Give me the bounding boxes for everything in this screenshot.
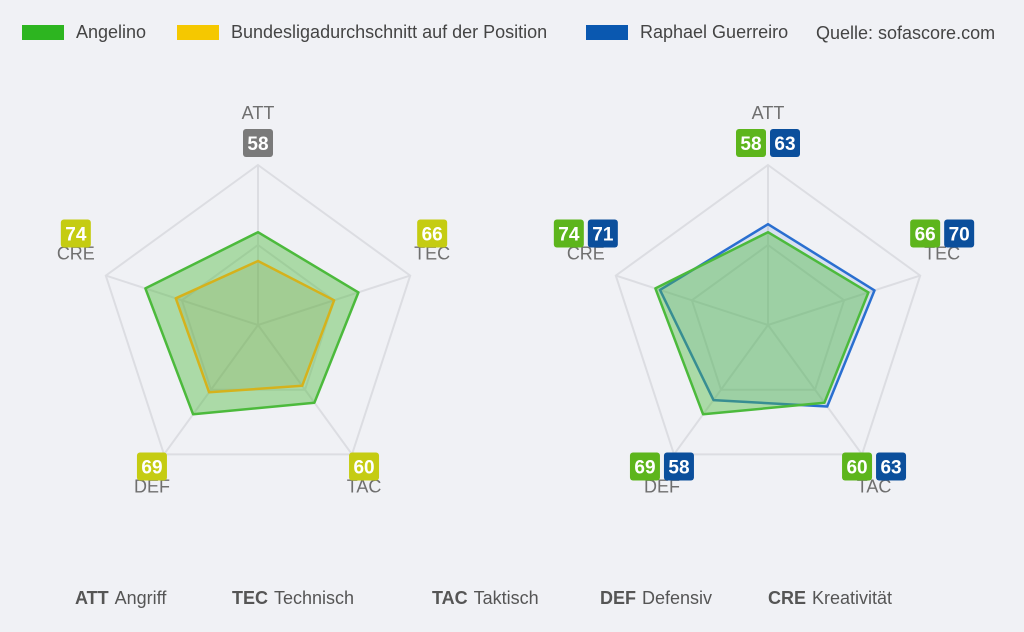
axis-label-att: ATT	[752, 103, 785, 123]
glossary-abbr: CRE	[768, 588, 807, 608]
value-badge-att: 58	[243, 129, 273, 157]
value-badge-def-angelino: 69	[629, 452, 660, 481]
grid-spoke-def	[163, 324, 259, 456]
grid-ring-2	[104, 163, 412, 456]
series-angelino	[654, 230, 870, 416]
axis-glossary: ATT Angriff TEC Technisch TAC Taktisch DEF D…	[0, 588, 1024, 616]
value-badge-text: 66	[915, 225, 936, 246]
value-badge-bg	[842, 452, 873, 481]
value-badge-bg	[663, 452, 694, 481]
value-badge-text: 74	[558, 225, 580, 246]
value-badge-bg	[629, 452, 660, 481]
grid-spoke-cre	[105, 274, 259, 326]
series-raphael-guerreiro	[658, 222, 876, 408]
value-badge-text: 69	[634, 457, 655, 478]
value-badge-bg	[417, 219, 448, 248]
value-badge-text: 66	[422, 225, 443, 246]
value-badge-def: 69	[136, 452, 167, 481]
value-badge-bg	[349, 452, 380, 481]
value-badge-tec-angelino: 66	[910, 219, 941, 248]
axis-label-def: DEF	[134, 476, 170, 496]
value-badge-cre-guerreiro: 71	[587, 219, 618, 248]
value-badge-tac: 60	[349, 452, 380, 481]
legend-label-average: Bundesligadurchschnitt auf der Position	[231, 22, 548, 42]
legend-item-guerreiro: Raphael Guerreiro	[586, 22, 788, 43]
value-badge-bg	[136, 452, 167, 481]
axis-label-tec: TEC	[414, 244, 450, 264]
grid-spoke-tac	[767, 324, 863, 456]
value-badge-text: 69	[141, 457, 162, 478]
value-badge-text: 60	[846, 457, 867, 478]
value-badge-att-angelino: 58	[736, 129, 766, 157]
glossary-label: Angriff	[114, 588, 167, 608]
axis-label-tec: TEC	[924, 244, 960, 264]
glossary-label: Defensiv	[642, 588, 713, 608]
value-badge-text: 58	[740, 134, 761, 155]
axis-label-cre: CRE	[57, 244, 95, 264]
series-bundesligadurchschnitt-auf-der-position	[174, 259, 336, 394]
value-badge-bg	[910, 219, 941, 248]
grid-spoke-tec	[767, 274, 921, 326]
glossary-abbr: ATT	[75, 588, 109, 608]
value-badge-bg	[243, 129, 273, 157]
grid-ring-1	[690, 243, 846, 391]
glossary-item-att: ATT Angriff	[75, 588, 166, 609]
legend-swatch-average	[177, 25, 219, 40]
glossary-abbr: DEF	[600, 588, 636, 608]
value-badge-bg	[876, 452, 907, 481]
value-badge-text: 63	[880, 457, 901, 478]
axis-label-tac: TAC	[347, 476, 382, 496]
value-badge-text: 70	[949, 225, 970, 246]
grid-ring-2	[614, 163, 922, 456]
grid-spoke-def	[673, 324, 769, 456]
axis-label-att: ATT	[242, 103, 275, 123]
grid-spoke-tac	[257, 324, 353, 456]
glossary-label: Kreativität	[812, 588, 893, 608]
glossary-label: Taktisch	[473, 588, 539, 608]
glossary-label: Technisch	[274, 588, 355, 608]
glossary-item-tec: TEC Technisch	[232, 588, 354, 609]
value-badge-text: 58	[247, 134, 268, 155]
value-badge-tac-guerreiro: 63	[876, 452, 907, 481]
axis-label-def: DEF	[644, 476, 680, 496]
glossary-abbr: TAC	[432, 588, 468, 608]
legend-item-angelino: Angelino	[22, 22, 146, 43]
source-label: Quelle: sofascore.com	[816, 23, 996, 43]
value-badge-bg	[770, 129, 800, 157]
grid-spoke-cre	[615, 274, 769, 326]
glossary-item-tac: TAC Taktisch	[432, 588, 539, 609]
legend-swatch-guerreiro	[586, 25, 628, 40]
axis-label-tac: TAC	[857, 476, 892, 496]
value-badge-text: 58	[668, 457, 689, 478]
value-badge-bg	[587, 219, 618, 248]
legend-item-average: Bundesligadurchschnitt auf der Position	[177, 22, 547, 43]
value-badge-bg	[553, 219, 584, 248]
value-badge-bg	[736, 129, 766, 157]
value-badge-text: 60	[353, 457, 374, 478]
legend-label-angelino: Angelino	[76, 22, 147, 42]
value-badge-bg	[944, 219, 975, 248]
value-badge-cre: 74	[60, 219, 91, 248]
legend-label-guerreiro: Raphael Guerreiro	[640, 22, 789, 42]
legend: Angelino Bundesligadurchschnitt auf der …	[22, 22, 1002, 46]
value-badge-tac-angelino: 60	[842, 452, 873, 481]
value-badge-att-guerreiro: 63	[770, 129, 800, 157]
value-badge-tec-guerreiro: 70	[944, 219, 975, 248]
value-badge-text: 71	[592, 225, 614, 246]
value-badge-def-guerreiro: 58	[663, 452, 694, 481]
glossary-item-def: DEF Defensiv	[600, 588, 712, 609]
legend-swatch-angelino	[22, 25, 64, 40]
value-badge-bg	[60, 219, 91, 248]
value-badge-text: 74	[65, 225, 87, 246]
value-badge-tec: 66	[417, 219, 448, 248]
glossary-item-cre: CRE Kreativität	[768, 588, 892, 609]
series-angelino	[144, 230, 360, 416]
value-badge-cre-angelino: 74	[553, 219, 584, 248]
axis-label-cre: CRE	[567, 244, 605, 264]
value-badge-text: 63	[774, 134, 795, 155]
glossary-abbr: TEC	[232, 588, 268, 608]
